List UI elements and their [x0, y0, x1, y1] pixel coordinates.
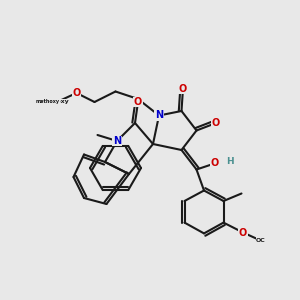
- Text: methoxy: methoxy: [35, 99, 59, 104]
- Text: N: N: [155, 110, 163, 121]
- Text: OC: OC: [256, 238, 266, 242]
- Text: O: O: [179, 83, 187, 94]
- Text: O: O: [239, 227, 247, 238]
- Text: O: O: [134, 97, 142, 107]
- Text: N: N: [113, 136, 121, 146]
- Text: O: O: [210, 158, 219, 169]
- Text: O: O: [72, 88, 81, 98]
- Text: methoxy: methoxy: [39, 100, 69, 104]
- Text: O: O: [212, 118, 220, 128]
- Text: H: H: [226, 158, 233, 166]
